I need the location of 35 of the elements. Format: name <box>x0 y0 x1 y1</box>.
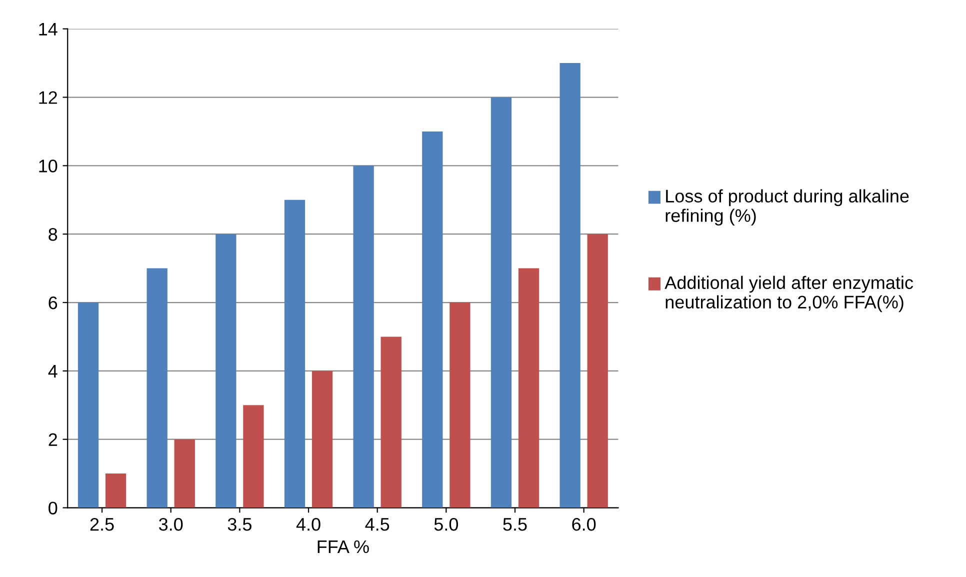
x-tick-label: 6.0 <box>572 518 596 531</box>
y-tick-label: 14 <box>39 22 58 36</box>
y-tick-label: 4 <box>48 365 58 378</box>
bar <box>560 63 580 508</box>
bar <box>78 302 99 508</box>
bar <box>422 131 443 508</box>
y-tick-label: 2 <box>48 433 57 446</box>
x-tick-label: 5.0 <box>434 518 458 531</box>
y-tick-label: 8 <box>48 228 58 241</box>
bar <box>587 234 608 508</box>
x-tick-label: 4.0 <box>296 518 320 531</box>
x-tick-label: 3.0 <box>159 518 183 531</box>
legend-label: Additional yield after enzymatic neutralization to 2,0% FFA(%) <box>664 276 914 312</box>
bar <box>312 370 333 508</box>
legend-label: Loss of product during alkaline refining (%) <box>666 189 909 226</box>
bar <box>353 166 374 508</box>
x-tick-label: 4.5 <box>365 518 390 531</box>
bar <box>174 439 195 508</box>
x-tick-label: 3.5 <box>228 518 252 531</box>
bar <box>146 268 168 508</box>
bar <box>243 405 264 508</box>
bar <box>450 302 470 508</box>
x-tick-label: 5.5 <box>503 518 527 531</box>
y-tick-label: 0 <box>48 502 58 514</box>
bar <box>216 234 236 508</box>
bar <box>284 200 306 508</box>
x-axis-title: FFA % <box>318 540 369 554</box>
y-tick-label: 6 <box>48 296 58 310</box>
y-tick-label: 12 <box>39 91 57 104</box>
x-tick-label: 2.5 <box>90 518 114 531</box>
bar <box>490 97 512 508</box>
y-tick-label: 10 <box>39 160 58 172</box>
bar <box>518 268 540 508</box>
bar <box>380 336 402 508</box>
bar <box>105 474 126 508</box>
